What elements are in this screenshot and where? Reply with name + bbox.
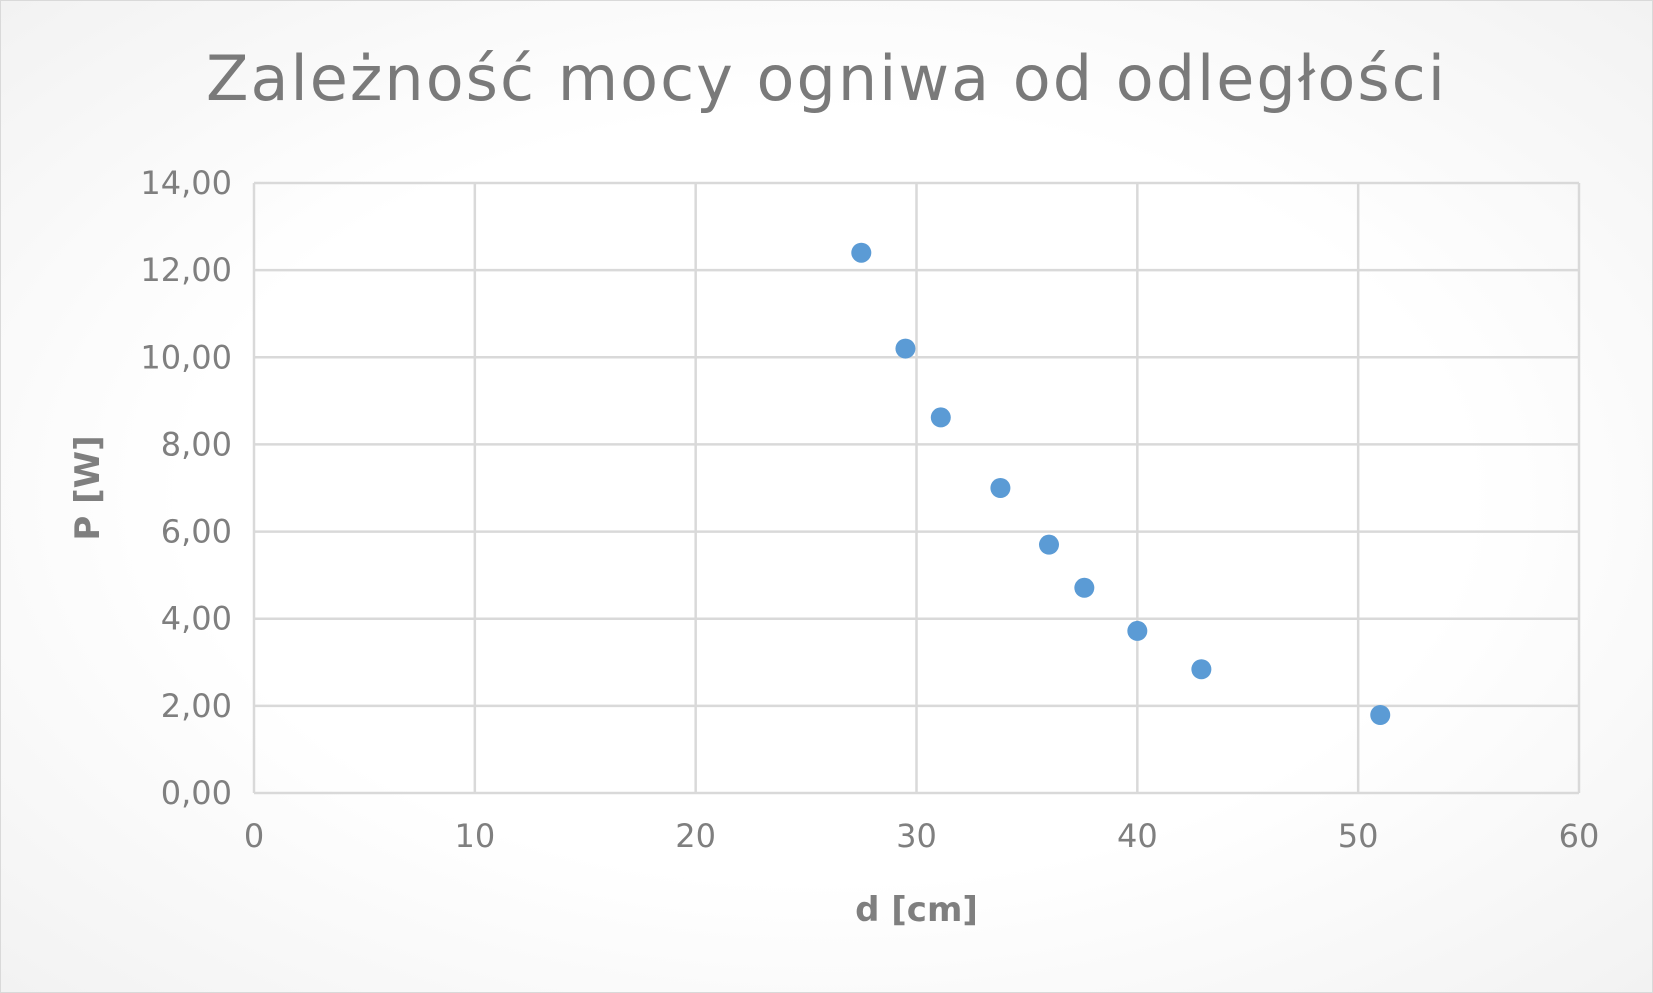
gridlines: [252, 181, 1581, 795]
data-point: [1074, 577, 1095, 598]
x-tick-label: 60: [1559, 817, 1600, 855]
y-tick-label: 8,00: [161, 425, 232, 463]
y-tick-label: 6,00: [161, 513, 232, 551]
x-tick-label: 40: [1117, 817, 1158, 855]
y-tick-label: 10,00: [140, 338, 232, 376]
data-point: [990, 478, 1011, 498]
x-tick-label: 30: [896, 817, 937, 855]
chart-title: Zależność mocy ogniwa od odległości: [206, 42, 1447, 115]
data-point: [895, 338, 916, 359]
data-point: [930, 407, 951, 428]
data-point: [1039, 534, 1059, 555]
y-tick-label: 2,00: [161, 687, 232, 725]
y-axis-ticks: 0,00 2,00 4,00 6,00 8,00 10,00 12,00 14,00: [140, 164, 232, 812]
y-axis-title: P [W]: [68, 435, 108, 540]
data-point: [1191, 659, 1212, 680]
y-tick-label: 0,00: [161, 774, 232, 812]
data-series: [851, 242, 1391, 726]
y-tick-label: 14,00: [140, 164, 232, 202]
data-point: [1370, 705, 1391, 726]
data-point: [851, 242, 872, 263]
x-tick-label: 50: [1338, 817, 1379, 855]
data-point: [1127, 620, 1148, 641]
x-tick-label: 10: [454, 817, 495, 855]
x-tick-label: 0: [244, 817, 264, 855]
y-tick-label: 4,00: [161, 600, 232, 638]
y-tick-label: 12,00: [140, 251, 232, 289]
x-axis-title: d [cm]: [855, 890, 978, 930]
x-axis-ticks: 0 10 20 30 40 50 60: [244, 817, 1600, 855]
x-tick-label: 20: [675, 817, 716, 855]
